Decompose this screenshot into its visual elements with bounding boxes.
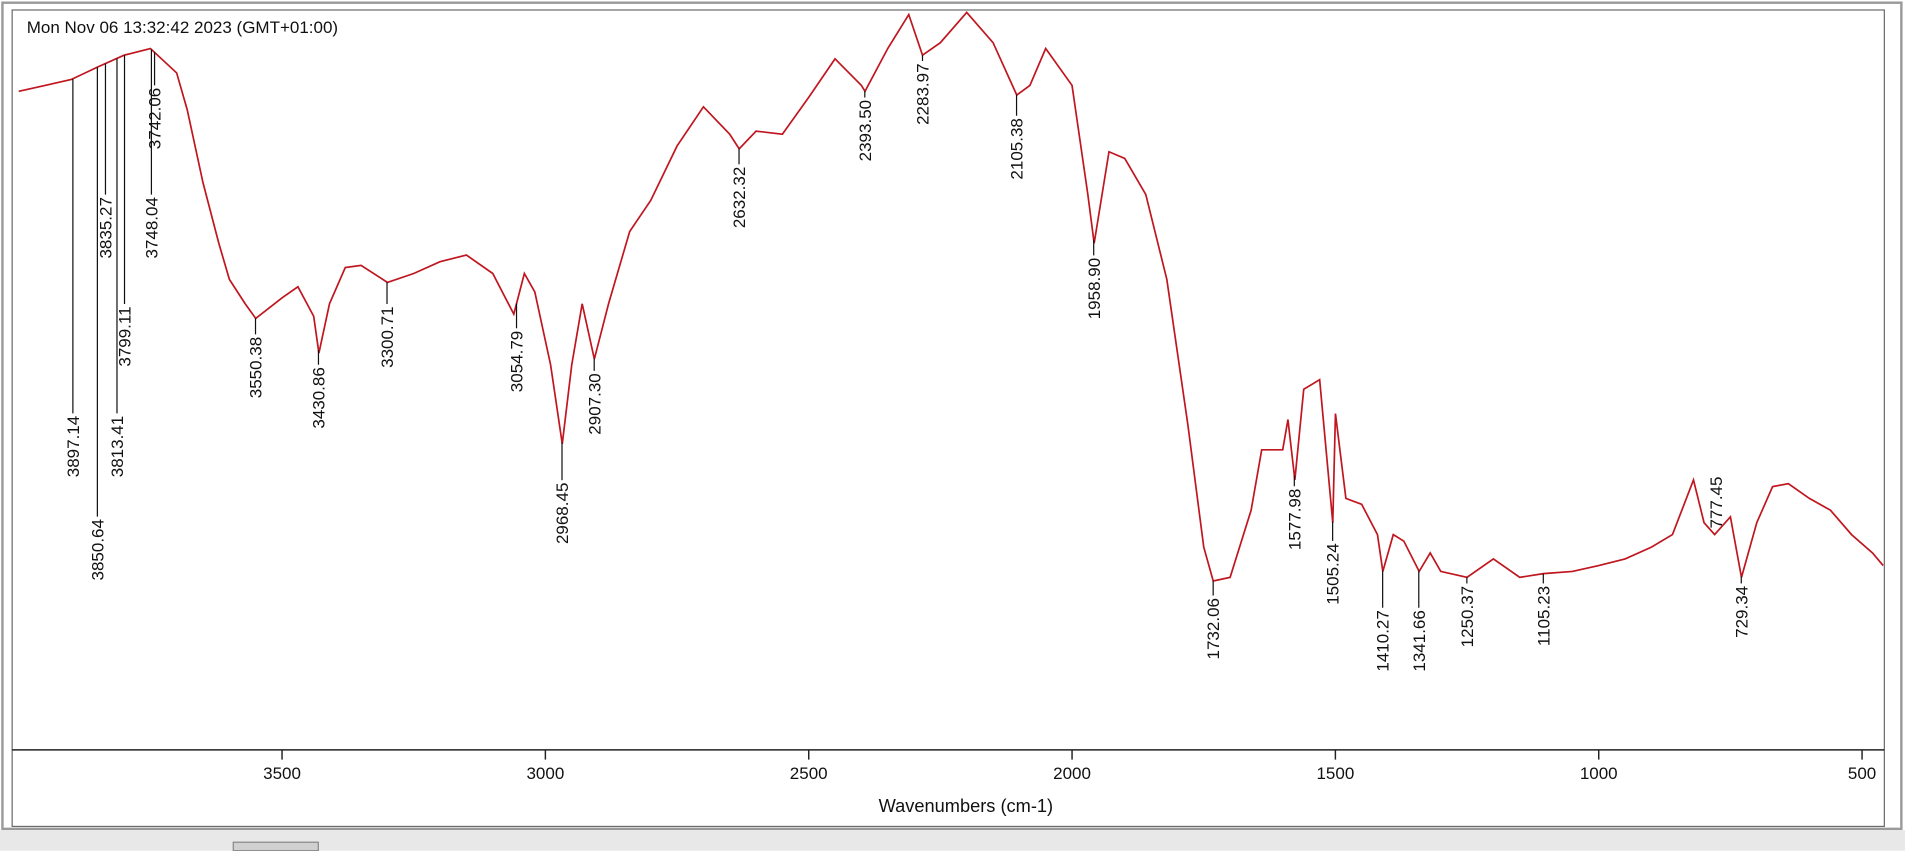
peak-label: 3054.79 (508, 331, 527, 392)
peak-label: 2632.32 (730, 167, 749, 228)
x-tick-label: 3500 (263, 764, 301, 783)
peak-label: 1505.24 (1324, 543, 1343, 604)
peak-label: 2105.38 (1008, 118, 1027, 179)
peak-label: 3748.04 (142, 197, 161, 258)
x-tick-label: 1500 (1316, 764, 1354, 783)
peak-label: 3813.41 (108, 416, 127, 477)
peak-label: 3300.71 (378, 306, 397, 367)
peak-label: 1250.37 (1458, 586, 1477, 647)
peak-label: 1410.27 (1374, 610, 1393, 671)
peak-label: 3550.38 (247, 337, 266, 398)
peak-label: 1732.06 (1204, 598, 1223, 659)
chart-title: Mon Nov 06 13:32:42 2023 (GMT+01:00) (27, 18, 338, 37)
peak-label: 3835.27 (97, 197, 116, 258)
peak-label: 3850.64 (88, 519, 107, 580)
x-tick-label: 2500 (790, 764, 828, 783)
peak-label: 3430.86 (310, 367, 329, 428)
status-bar (0, 830, 1905, 851)
peak-label: 777.45 (1707, 477, 1726, 529)
x-tick-label: 3000 (526, 764, 564, 783)
scroll-tab (232, 841, 319, 851)
peak-label: 2393.50 (856, 100, 875, 161)
peak-label: 1958.90 (1085, 258, 1104, 319)
peak-label: 3742.06 (146, 88, 165, 149)
peak-label: 3897.14 (64, 416, 83, 477)
peak-label: 2283.97 (914, 63, 933, 124)
plot-area: 3897.14 3850.64 3835.27 3813.41 3799.11 3748.… (18, 11, 1884, 672)
axis: 3500 3000 2500 2000 1500 1000 500 (263, 749, 1876, 783)
x-tick-label: 1000 (1580, 764, 1618, 783)
peak-label: 1341.66 (1410, 610, 1429, 671)
spectrum-line (18, 11, 1884, 583)
peak-label: 2907.30 (585, 373, 604, 434)
window-border (1, 1, 1903, 831)
peak-label: 729.34 (1732, 586, 1751, 638)
peak-label: 1105.23 (1534, 586, 1553, 646)
peak-label: 1577.98 (1285, 489, 1304, 550)
x-tick-label: 500 (1848, 764, 1876, 783)
peak-label: 3799.11 (116, 306, 135, 366)
plot-frame (11, 9, 1885, 828)
peak-label: 2968.45 (553, 483, 572, 544)
x-axis-label: Wavenumbers (cm-1) (879, 796, 1053, 816)
x-tick-label: 2000 (1053, 764, 1091, 783)
